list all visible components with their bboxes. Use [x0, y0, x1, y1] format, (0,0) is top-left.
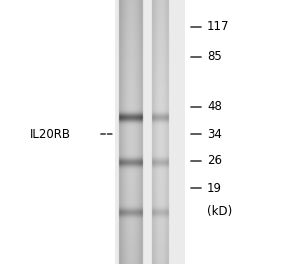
Text: 19: 19 [207, 182, 222, 195]
Text: 85: 85 [207, 50, 222, 64]
Text: 48: 48 [207, 101, 222, 114]
Text: 34: 34 [207, 128, 222, 140]
Text: 117: 117 [207, 21, 230, 34]
Text: IL20RB: IL20RB [30, 128, 71, 140]
Text: 26: 26 [207, 154, 222, 167]
Text: (kD): (kD) [207, 205, 232, 219]
